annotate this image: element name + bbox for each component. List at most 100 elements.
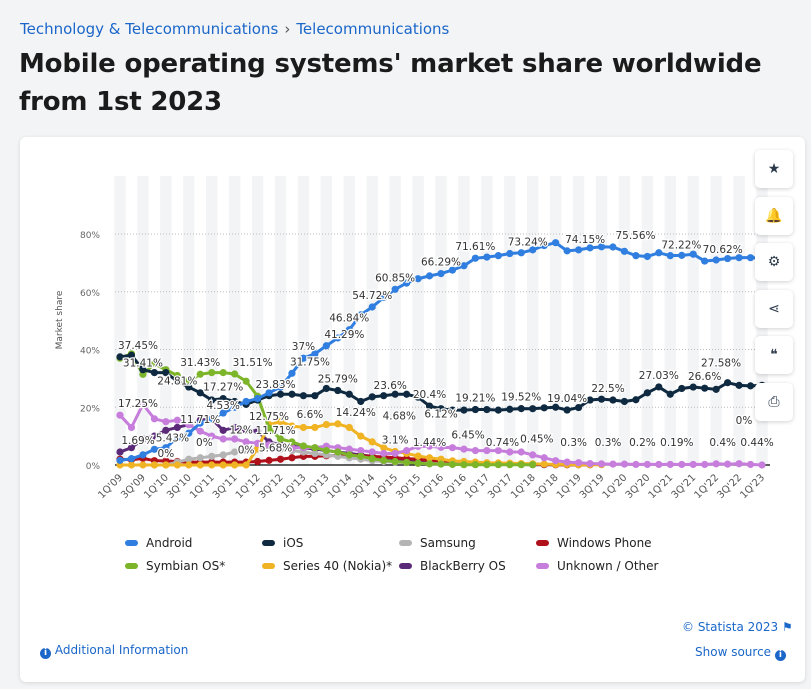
data-point[interactable] bbox=[196, 461, 204, 469]
data-point[interactable] bbox=[632, 460, 640, 469]
data-point[interactable] bbox=[322, 342, 330, 350]
data-point[interactable] bbox=[655, 383, 663, 391]
data-point[interactable] bbox=[643, 460, 651, 469]
legend-item[interactable]: Series 40 (Nokia)* bbox=[262, 559, 392, 573]
data-point[interactable] bbox=[208, 452, 216, 460]
data-point[interactable] bbox=[563, 247, 571, 255]
data-point[interactable] bbox=[150, 445, 158, 453]
data-point[interactable] bbox=[609, 396, 617, 404]
data-point[interactable] bbox=[139, 451, 147, 459]
data-point[interactable] bbox=[253, 394, 262, 403]
data-point[interactable] bbox=[368, 393, 376, 401]
data-point[interactable] bbox=[173, 423, 181, 432]
data-point[interactable] bbox=[666, 252, 674, 260]
data-point[interactable] bbox=[529, 461, 537, 469]
quote-button[interactable]: ❝ bbox=[755, 336, 793, 374]
data-point[interactable] bbox=[471, 461, 479, 469]
data-point[interactable] bbox=[311, 350, 319, 358]
data-point[interactable] bbox=[231, 397, 239, 406]
data-point[interactable] bbox=[265, 441, 273, 449]
data-point[interactable] bbox=[425, 460, 434, 468]
data-point[interactable] bbox=[597, 243, 606, 251]
data-point[interactable] bbox=[403, 458, 411, 467]
data-point[interactable] bbox=[666, 390, 674, 398]
data-point[interactable] bbox=[678, 251, 686, 259]
data-point[interactable] bbox=[609, 460, 617, 468]
data-point[interactable] bbox=[139, 461, 147, 469]
data-point[interactable] bbox=[127, 461, 136, 469]
data-point[interactable] bbox=[494, 252, 502, 260]
data-point[interactable] bbox=[299, 392, 308, 400]
data-point[interactable] bbox=[689, 460, 697, 469]
data-point[interactable] bbox=[701, 257, 709, 265]
data-point[interactable] bbox=[334, 386, 342, 395]
data-point[interactable] bbox=[208, 396, 216, 404]
data-point[interactable] bbox=[460, 461, 468, 469]
data-point[interactable] bbox=[437, 460, 445, 468]
data-point[interactable] bbox=[368, 438, 376, 446]
legend-item[interactable]: Symbian OS* bbox=[125, 559, 225, 573]
data-point[interactable] bbox=[311, 392, 319, 400]
data-point[interactable] bbox=[655, 460, 663, 469]
data-point[interactable] bbox=[403, 279, 411, 287]
data-point[interactable] bbox=[712, 256, 720, 264]
data-point[interactable] bbox=[185, 383, 193, 391]
breadcrumb-link-technology[interactable]: Technology & Telecommunications bbox=[20, 20, 279, 38]
data-point[interactable] bbox=[643, 252, 651, 261]
data-point[interactable] bbox=[242, 461, 250, 469]
data-point[interactable] bbox=[540, 404, 548, 412]
data-point[interactable] bbox=[334, 420, 342, 428]
data-point[interactable] bbox=[529, 451, 537, 459]
data-point[interactable] bbox=[173, 371, 181, 380]
data-point[interactable] bbox=[597, 395, 606, 403]
data-point[interactable] bbox=[368, 448, 376, 456]
data-point[interactable] bbox=[586, 396, 594, 404]
data-point[interactable] bbox=[253, 444, 262, 453]
print-button[interactable]: ⎙ bbox=[755, 382, 793, 421]
data-point[interactable] bbox=[219, 451, 227, 459]
data-point[interactable] bbox=[517, 461, 525, 469]
data-point[interactable] bbox=[345, 445, 353, 453]
data-point[interactable] bbox=[506, 461, 514, 469]
data-point[interactable] bbox=[552, 239, 560, 247]
data-point[interactable] bbox=[116, 411, 124, 419]
data-point[interactable] bbox=[219, 435, 227, 443]
data-point[interactable] bbox=[494, 406, 502, 414]
data-point[interactable] bbox=[471, 254, 479, 262]
copyright[interactable]: © Statista 2023 ⚑ bbox=[682, 620, 793, 634]
data-point[interactable] bbox=[242, 397, 250, 406]
data-point[interactable] bbox=[632, 252, 640, 260]
data-point[interactable] bbox=[299, 354, 308, 362]
data-point[interactable] bbox=[380, 456, 388, 464]
data-point[interactable] bbox=[368, 455, 376, 463]
data-point[interactable] bbox=[460, 262, 468, 270]
data-point[interactable] bbox=[162, 369, 170, 377]
data-point[interactable] bbox=[414, 442, 422, 450]
data-point[interactable] bbox=[127, 351, 136, 359]
data-point[interactable] bbox=[437, 443, 445, 451]
data-point[interactable] bbox=[322, 446, 330, 455]
data-point[interactable] bbox=[380, 449, 388, 458]
data-point[interactable] bbox=[403, 390, 411, 398]
data-point[interactable] bbox=[150, 415, 158, 423]
data-point[interactable] bbox=[701, 460, 709, 469]
data-point[interactable] bbox=[219, 394, 227, 403]
data-point[interactable] bbox=[345, 326, 353, 334]
data-point[interactable] bbox=[506, 448, 514, 456]
data-point[interactable] bbox=[620, 460, 629, 468]
data-point[interactable] bbox=[150, 432, 158, 440]
data-point[interactable] bbox=[196, 389, 204, 397]
data-point[interactable] bbox=[311, 449, 319, 458]
data-point[interactable] bbox=[746, 460, 755, 469]
data-point[interactable] bbox=[712, 385, 720, 393]
data-point[interactable] bbox=[735, 460, 743, 468]
data-point[interactable] bbox=[563, 458, 571, 466]
legend-item[interactable]: Samsung bbox=[399, 536, 476, 550]
data-point[interactable] bbox=[242, 377, 250, 385]
data-point[interactable] bbox=[276, 442, 285, 450]
legend-item[interactable]: Windows Phone bbox=[536, 536, 652, 550]
data-point[interactable] bbox=[574, 403, 583, 412]
data-point[interactable] bbox=[586, 459, 594, 468]
data-point[interactable] bbox=[357, 446, 365, 455]
data-point[interactable] bbox=[540, 241, 548, 250]
